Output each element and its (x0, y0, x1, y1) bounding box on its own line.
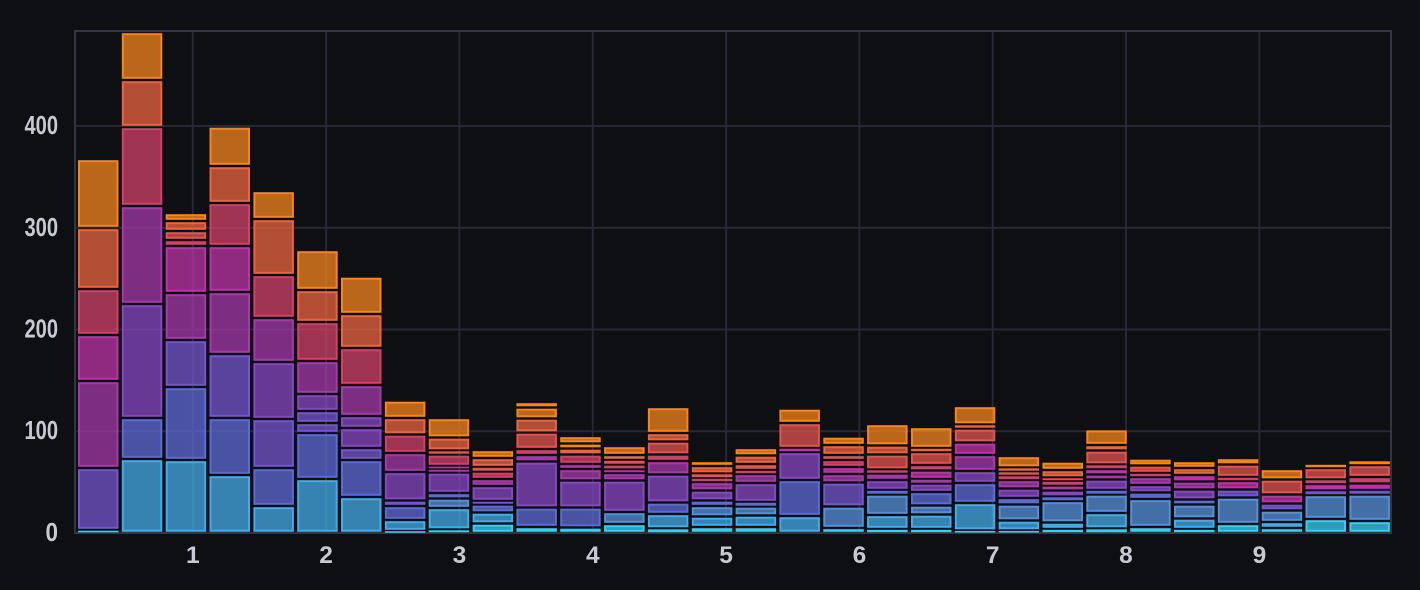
svg-text:6: 6 (853, 542, 867, 569)
svg-text:4: 4 (586, 542, 600, 569)
svg-text:5: 5 (719, 542, 733, 569)
svg-text:400: 400 (25, 110, 59, 140)
svg-text:1: 1 (186, 542, 200, 569)
svg-text:2: 2 (319, 542, 333, 569)
svg-text:300: 300 (25, 212, 59, 242)
svg-text:0: 0 (46, 517, 59, 547)
svg-text:3: 3 (453, 542, 467, 569)
svg-text:200: 200 (25, 314, 59, 344)
svg-text:8: 8 (1119, 542, 1133, 569)
svg-text:9: 9 (1253, 542, 1267, 569)
svg-text:7: 7 (986, 542, 1000, 569)
svg-text:100: 100 (25, 415, 59, 445)
